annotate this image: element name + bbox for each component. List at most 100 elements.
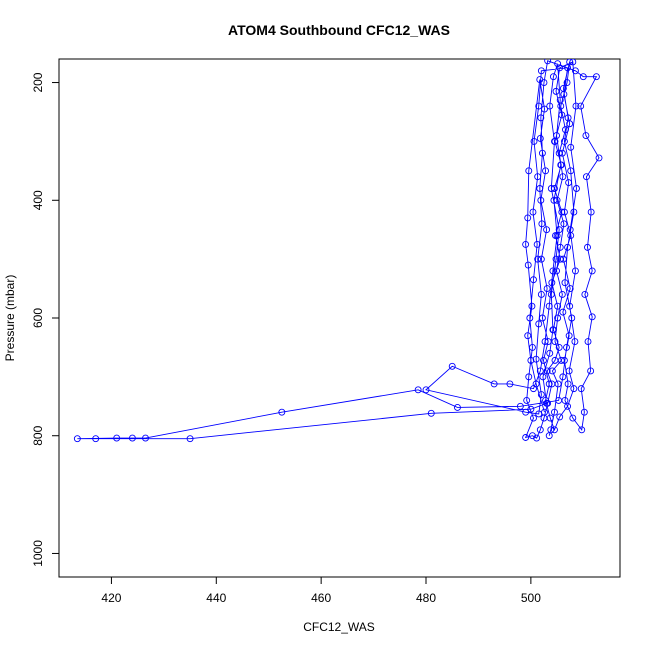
data-point [524, 332, 532, 340]
data-point [566, 59, 574, 66]
data-point [543, 367, 551, 375]
data-point [549, 326, 557, 334]
data-point [535, 320, 543, 328]
data-point [564, 402, 572, 410]
data-point [422, 386, 430, 394]
x-tick-label: 440 [206, 591, 226, 605]
x-tick-label: 420 [101, 591, 121, 605]
data-point [552, 87, 560, 95]
data-point [571, 338, 579, 345]
data-point [566, 120, 574, 128]
data-point [566, 226, 574, 234]
x-axis: 420 440 460 480 500 [101, 576, 541, 605]
data-point [540, 356, 547, 364]
data-point [551, 185, 558, 192]
data-point [558, 208, 566, 216]
data-point [554, 60, 562, 68]
data-point [550, 196, 558, 204]
data-point [530, 276, 537, 284]
data-point [548, 279, 556, 287]
data-point [526, 314, 534, 322]
data-point [573, 185, 580, 192]
plot-area-frame [58, 58, 621, 578]
data-point [544, 338, 552, 345]
data-point [561, 279, 569, 287]
data-point [530, 137, 538, 145]
data-point [560, 356, 568, 364]
data-point [587, 208, 595, 216]
data-point [567, 167, 575, 175]
data-point [555, 226, 563, 234]
data-point [522, 434, 530, 441]
data-point [113, 434, 121, 442]
data-point [558, 111, 566, 119]
data-point [545, 302, 553, 310]
data-point [565, 367, 573, 375]
data-point [545, 380, 553, 388]
data-point [534, 173, 542, 181]
data-point [536, 135, 544, 142]
y-tick-label: 200 [31, 72, 45, 92]
data-point [563, 79, 571, 86]
data-point [530, 414, 537, 422]
y-tick-label: 400 [31, 190, 45, 210]
data-point [529, 208, 537, 216]
data-point [542, 167, 549, 175]
data-point [595, 154, 603, 162]
data-point [534, 255, 542, 263]
data-point [559, 173, 567, 181]
data-point [551, 426, 558, 434]
data-point [549, 267, 557, 275]
data-point [549, 73, 557, 81]
data-point [538, 220, 546, 228]
data-point [142, 434, 149, 442]
data-point [567, 143, 575, 151]
data-point [547, 185, 555, 192]
data-point [562, 126, 569, 134]
data-point [566, 285, 574, 293]
data-point [569, 414, 577, 422]
y-axis-label: Pressure (mbar) [3, 275, 17, 362]
data-point [546, 414, 554, 422]
data-point [587, 367, 595, 375]
data-point [536, 426, 544, 434]
data-point [537, 114, 545, 122]
data-point [581, 291, 589, 298]
data-point [560, 137, 568, 145]
series-layer [73, 59, 603, 443]
data-point [544, 59, 552, 65]
data-point [582, 132, 590, 139]
data-point [524, 261, 532, 269]
data-point [538, 149, 546, 157]
data-point [592, 73, 600, 81]
data-point [448, 362, 456, 370]
data-point [541, 408, 548, 416]
data-point [554, 302, 562, 310]
data-point [533, 434, 541, 442]
chart-title: ATOM4 Southbound CFC12_WAS [228, 22, 450, 38]
data-point [532, 380, 540, 388]
data-point [558, 149, 566, 157]
data-point [528, 302, 536, 310]
data-point [538, 314, 546, 322]
data-point [577, 385, 585, 393]
data-point [506, 380, 514, 388]
data-point [570, 385, 578, 393]
data-point [427, 409, 435, 417]
data-point [566, 302, 574, 310]
data-point [577, 102, 585, 110]
data-point [584, 338, 592, 345]
data-point [278, 408, 286, 416]
data-point [555, 149, 563, 157]
data-point [532, 355, 540, 363]
data-point [548, 367, 556, 375]
data-point [186, 435, 194, 443]
data-point [541, 105, 548, 113]
data-point [523, 396, 531, 404]
data-point [556, 243, 564, 251]
data-point [559, 255, 567, 263]
series-line [77, 60, 600, 440]
data-point [571, 267, 579, 275]
data-point [547, 426, 555, 434]
